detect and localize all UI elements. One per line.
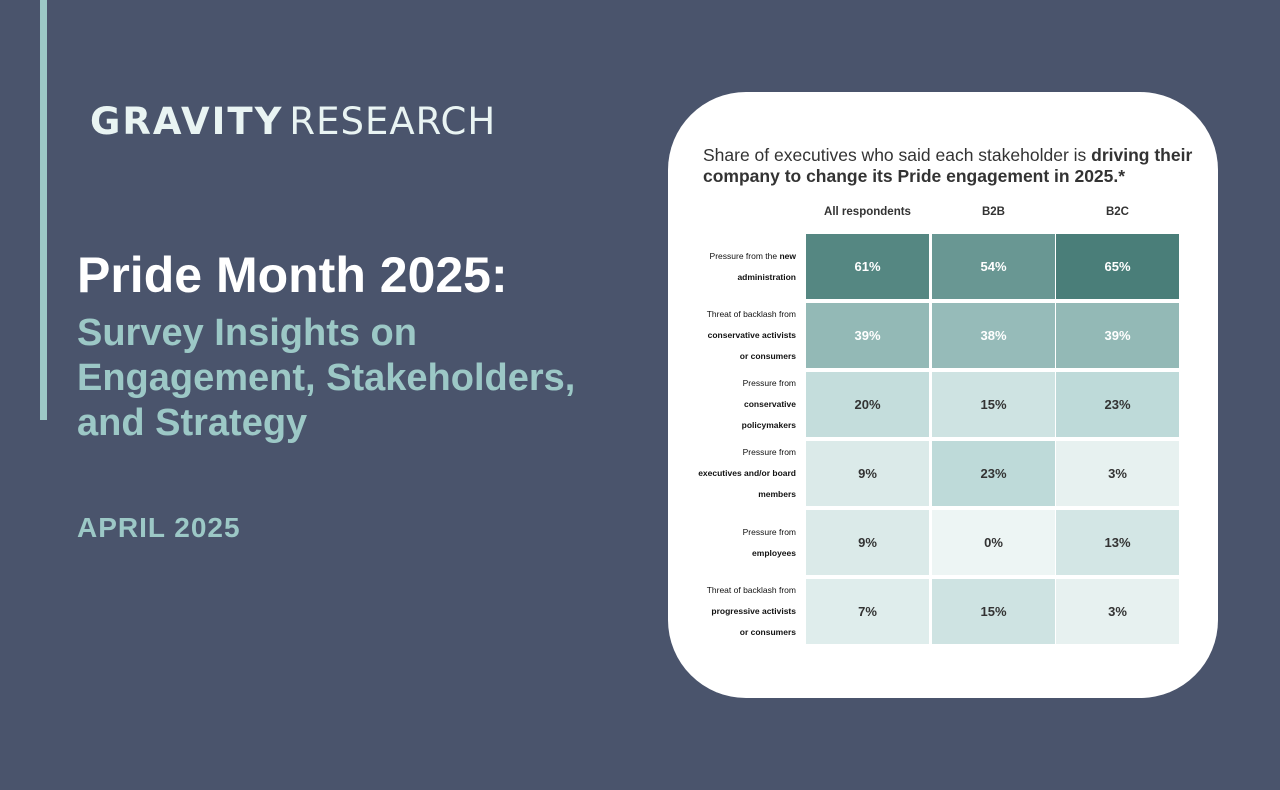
chart-card: Share of executives who said each stakeh… — [668, 92, 1218, 698]
row-label: Pressure from executives and/or board memb… — [676, 441, 796, 506]
row-label-line: conservative — [676, 394, 796, 415]
heatmap-cell: 3% — [1056, 441, 1179, 506]
column-header: B2C — [1105, 206, 1129, 218]
heatmap-cell: 39% — [1056, 303, 1179, 368]
row-label-part: Pressure from — [742, 447, 796, 457]
chart-title-bold: driving their company to change its Prid… — [703, 145, 1193, 186]
row-label-line: or consumers — [676, 622, 796, 643]
logo-bold-text: GRAVITY — [90, 100, 284, 143]
row-label-part: Threat of backlash from — [706, 585, 796, 595]
column-header: All respondents — [824, 206, 911, 218]
heatmap-cell: 9% — [806, 441, 929, 506]
row-label-line: Pressure from — [676, 442, 796, 463]
row-label-part: employees — [752, 547, 796, 558]
heatmap-cell: 3% — [1056, 579, 1179, 644]
heatmap-cell: 15% — [932, 579, 1055, 644]
heatmap-cell: 38% — [932, 303, 1055, 368]
row-label: Threat of backlash from conservative acti… — [676, 303, 796, 368]
page-subtitle: Survey Insights on Engagement, Stakehold… — [77, 312, 576, 444]
row-label-line: employees — [676, 543, 796, 564]
row-label-part: progressive activists — [711, 606, 796, 616]
row-label-part: policymakers — [741, 420, 796, 430]
row-label-line: Pressure from — [676, 522, 796, 543]
row-label-part: conservative activists — [707, 330, 796, 340]
row-label-line: executives and/or board — [676, 463, 796, 484]
row-label-part: executives and/or board — [698, 468, 796, 478]
heatmap-cell: 65% — [1056, 234, 1179, 299]
row-label: Threat of backlash from progressive activ… — [676, 579, 796, 644]
heatmap-cell: 0% — [932, 510, 1055, 575]
row-label-line: Pressure from — [676, 373, 796, 394]
heatmap-cell: 61% — [806, 234, 929, 299]
row-label: Pressure from the new administration — [676, 234, 796, 299]
row-label: Pressure from conservative policymakers — [676, 372, 796, 437]
heatmap-cell: 15% — [932, 372, 1055, 437]
row-label-part: Pressure from the — [709, 250, 780, 261]
row-label-part: Pressure from — [742, 378, 796, 388]
logo-light-text: RESEARCH — [289, 100, 497, 143]
row-label-part: or consumers — [739, 627, 796, 637]
row-label-part: conservative — [744, 399, 796, 409]
column-header: B2B — [981, 206, 1005, 218]
row-label-line: or consumers — [676, 346, 796, 367]
chart-title-plain: Share of executives who said each stakeh… — [703, 145, 1092, 165]
row-label: Pressure from employees — [676, 510, 796, 575]
gravity-research-logo: GRAVITY RESEARCH — [90, 98, 496, 154]
heatmap-cell: 9% — [806, 510, 929, 575]
row-label-line: Pressure from the new — [676, 246, 796, 267]
heatmap-cell: 54% — [932, 234, 1055, 299]
report-date: APRIL 2025 — [77, 512, 241, 543]
row-label-line: members — [676, 484, 796, 505]
page-title: Pride Month 2025: — [77, 247, 508, 303]
heatmap-cell: 39% — [806, 303, 929, 368]
row-label-line: Threat of backlash from — [676, 580, 796, 601]
row-label-part: or consumers — [739, 351, 796, 361]
heatmap-cell: 13% — [1056, 510, 1179, 575]
row-label-part: Pressure from — [742, 526, 796, 537]
row-label-part: Threat of backlash from — [706, 309, 796, 319]
row-label-line: conservative activists — [676, 325, 796, 346]
heatmap-cell: 23% — [1056, 372, 1179, 437]
heatmap-cell: 7% — [806, 579, 929, 644]
heatmap-cell: 20% — [806, 372, 929, 437]
row-label-line: progressive activists — [676, 601, 796, 622]
row-label-line: administration — [676, 267, 796, 288]
row-label-part: administration — [737, 271, 796, 282]
row-label-line: policymakers — [676, 415, 796, 436]
row-label-part: members — [758, 489, 796, 499]
chart-title: Share of executives who said each stakeh… — [703, 145, 1193, 187]
row-label-part: new — [779, 250, 796, 261]
accent-bar — [40, 0, 47, 420]
heatmap-cell: 23% — [932, 441, 1055, 506]
row-label-line: Threat of backlash from — [676, 304, 796, 325]
